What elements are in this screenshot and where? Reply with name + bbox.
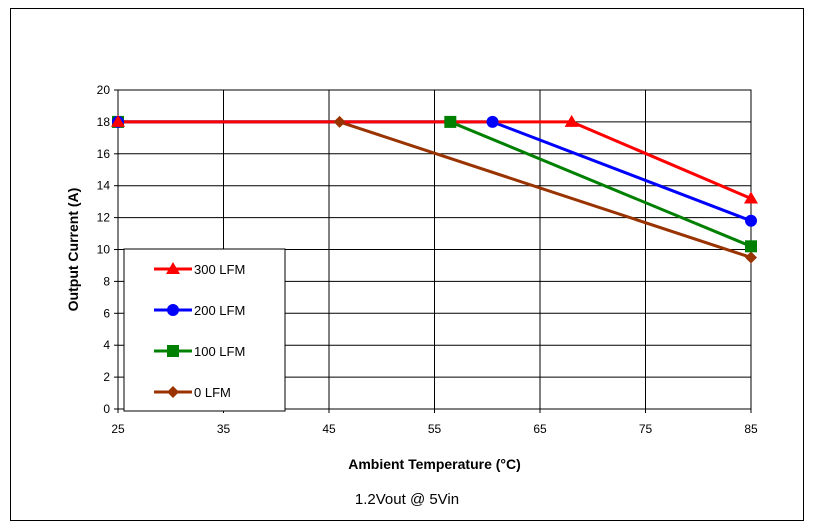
legend-swatch-marker [167, 304, 179, 316]
y-tick-label: 18 [97, 115, 111, 129]
data-point [333, 115, 346, 128]
legend-swatch-marker [167, 386, 179, 398]
data-point [745, 214, 757, 227]
data-point [111, 114, 125, 127]
legend-label: 100 LFM [194, 344, 245, 359]
x-axis-title: Ambient Temperature (°C) [348, 456, 521, 472]
y-tick-label: 0 [103, 402, 110, 416]
data-point [444, 115, 457, 128]
data-point [745, 240, 757, 253]
x-tick-label: 25 [111, 422, 125, 436]
legend-swatch-marker [166, 262, 180, 274]
x-tick-label: 45 [322, 422, 336, 436]
y-tick-label: 12 [97, 211, 111, 225]
data-point [744, 191, 758, 204]
legend-label: 0 LFM [194, 385, 231, 400]
y-tick-label: 2 [103, 370, 110, 384]
y-tick-label: 20 [97, 83, 111, 97]
y-tick-label: 14 [97, 179, 111, 193]
x-tick-label: 75 [639, 422, 653, 436]
chart-caption: 1.2Vout @ 5Vin [354, 491, 460, 508]
x-tick-label: 85 [744, 422, 758, 436]
legend-swatch-marker [167, 345, 179, 357]
y-tick-label: 10 [97, 243, 111, 257]
x-tick-label: 65 [533, 422, 547, 436]
y-axis-title: Output Current (A) [65, 188, 81, 312]
legend-label: 300 LFM [194, 262, 245, 277]
y-tick-label: 16 [97, 147, 111, 161]
data-point [486, 115, 499, 128]
data-point [564, 114, 579, 127]
legend-box [123, 248, 286, 412]
x-tick-label: 55 [428, 422, 442, 436]
y-tick-label: 6 [103, 306, 110, 320]
x-tick-label: 35 [217, 422, 231, 436]
y-tick-label: 4 [103, 338, 110, 352]
y-tick-label: 8 [103, 274, 110, 288]
data-point [745, 251, 757, 264]
legend-label: 200 LFM [194, 303, 245, 318]
